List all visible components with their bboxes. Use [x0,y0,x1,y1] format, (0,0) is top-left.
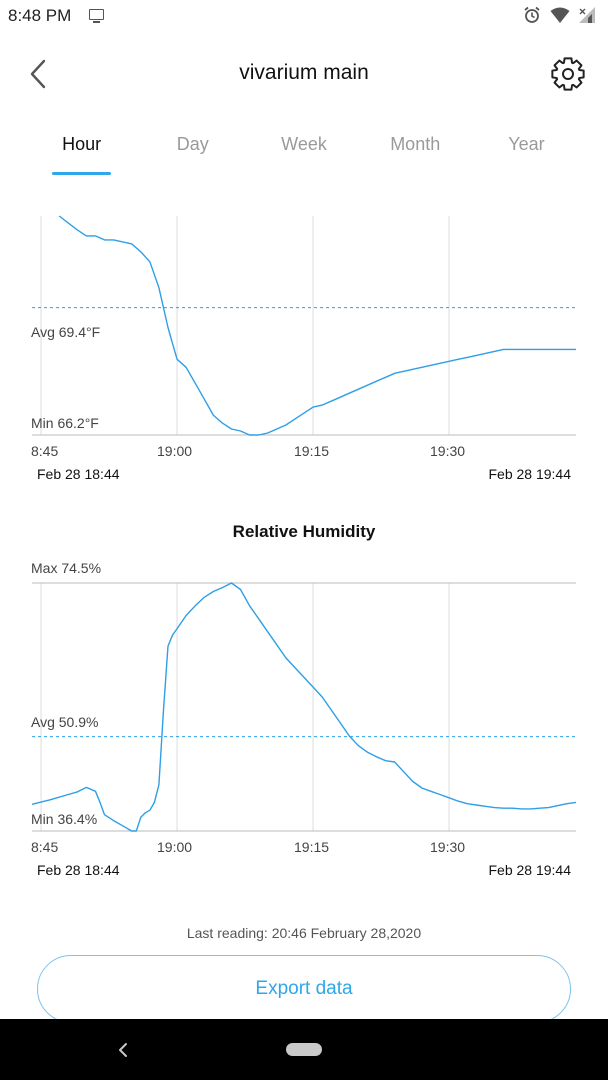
series-line [58,215,576,436]
nav-back-icon [119,1043,127,1057]
x-tick-label: 19:15 [294,839,330,855]
x-tick-label: 19:00 [157,839,193,855]
tab-month[interactable]: Month [390,134,441,154]
humidity-max-label: Max 74.5% [31,560,102,576]
alarm-icon [524,6,540,23]
humidity-avg-label: Avg 50.9% [31,714,99,730]
tab-hour[interactable]: Hour [26,124,137,176]
gear-center [562,68,574,80]
last-reading-text: Last reading: 20:46 February 28,2020 [186,925,422,941]
export-data-button[interactable]: Export data [37,955,571,1023]
date-start-label: Feb 28 18:44 [37,466,120,482]
x-tick-label: 19:15 [294,443,330,459]
app-bar: vivarium main [0,40,608,108]
x-tick-label: 19:30 [430,443,466,459]
back-button[interactable] [20,54,56,94]
status-icons [519,6,596,26]
x-tick-label: 19:00 [157,443,193,459]
date-start-label: Feb 28 18:44 [37,862,120,878]
system-navigation-bar [0,1019,608,1080]
humidity-chart: Relative Humidity Max 74.5% Avg 50.9% Mi… [0,520,608,890]
tab-week[interactable]: Week [281,134,327,154]
series-line [31,582,577,832]
tab-year[interactable]: Year [508,134,545,154]
cellular-signal-icon [579,7,595,23]
date-end-label: Feb 28 19:44 [488,466,571,482]
temperature-chart-plot [32,215,576,436]
nav-back-button[interactable] [110,1037,136,1063]
status-bar: 8:48 PM [0,0,608,32]
humidity-min-label: Min 36.4% [31,811,98,827]
gear-outline [551,57,585,91]
settings-button[interactable] [548,54,588,94]
temperature-chart: Avg 69.4°F Min 66.2°F 8:45 19:00 19:15 1… [0,200,608,490]
x-tick-label: 8:45 [31,443,59,459]
temperature-avg-label: Avg 69.4°F [31,324,101,340]
tab-day[interactable]: Day [176,134,209,154]
humidity-chart-title: Relative Humidity [232,522,376,541]
page-title: vivarium main [239,61,369,84]
date-end-label: Feb 28 19:44 [488,862,571,878]
status-time: 8:48 PM [8,6,72,25]
gear-icon [551,57,585,91]
wifi-icon [550,7,570,23]
temperature-min-label: Min 66.2°F [31,415,99,431]
nav-home-button[interactable] [286,1043,322,1056]
x-tick-label: 19:30 [430,839,466,855]
cast-icon [89,9,104,23]
x-tick-label: 8:45 [31,839,59,855]
humidity-chart-plot [31,582,577,832]
time-range-tabs: Hour Day Week Month Year [26,124,582,176]
chevron-left-icon [30,59,46,89]
